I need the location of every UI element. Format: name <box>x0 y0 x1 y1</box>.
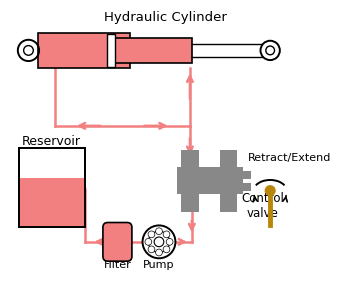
Text: Control
valve: Control valve <box>241 192 284 220</box>
Circle shape <box>163 246 170 253</box>
Text: Hydraulic Cylinder: Hydraulic Cylinder <box>104 11 227 24</box>
Bar <box>243 183 251 190</box>
Circle shape <box>148 246 155 253</box>
FancyBboxPatch shape <box>103 223 132 261</box>
Circle shape <box>148 231 170 253</box>
Circle shape <box>142 225 175 258</box>
Text: Retract/Extend: Retract/Extend <box>248 153 331 163</box>
Bar <box>115 38 192 63</box>
Bar <box>181 150 199 167</box>
Bar <box>177 167 243 194</box>
Text: Filter: Filter <box>104 260 131 270</box>
Circle shape <box>156 228 163 235</box>
Circle shape <box>154 237 164 247</box>
Bar <box>243 171 251 179</box>
Circle shape <box>166 238 173 245</box>
Bar <box>38 33 130 68</box>
Circle shape <box>265 186 275 195</box>
Circle shape <box>163 231 170 238</box>
Bar <box>181 194 199 212</box>
Bar <box>220 194 237 212</box>
Bar <box>19 148 85 227</box>
Bar <box>107 34 115 67</box>
Text: Pump: Pump <box>143 260 175 270</box>
Circle shape <box>148 231 155 238</box>
Circle shape <box>156 249 163 256</box>
Circle shape <box>145 238 152 245</box>
Bar <box>19 148 85 227</box>
Text: Reservoir: Reservoir <box>22 135 81 148</box>
Bar <box>220 150 237 167</box>
Bar <box>19 178 85 227</box>
